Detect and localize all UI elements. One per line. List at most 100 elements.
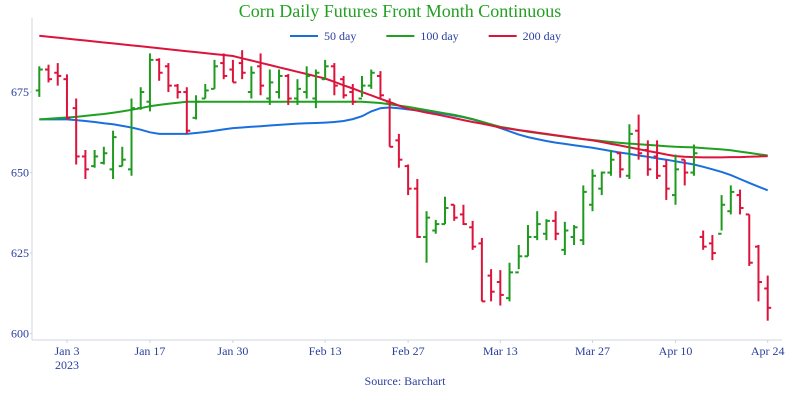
ohlc-bar: [340, 75, 348, 99]
legend-label: 100 day: [420, 29, 458, 43]
ohlc-bar: [91, 150, 99, 168]
ohlc-bar: [404, 164, 412, 196]
legend-item: 100 day: [386, 29, 459, 43]
ohlc-bar: [220, 53, 228, 80]
ohlc-bar: [35, 66, 43, 97]
ohlc-bar: [45, 64, 53, 83]
ohlc-bar: [330, 63, 338, 96]
x-tick-label: Mar 27: [575, 344, 610, 358]
y-tick-label: 650: [11, 166, 29, 180]
ohlc-bar: [367, 69, 375, 89]
x-tick-label: Apr 24: [751, 344, 785, 358]
ohlc-bar: [496, 270, 504, 306]
ohlc-bar: [718, 195, 726, 235]
ohlc-bar: [183, 87, 191, 134]
ohlc-bar: [210, 59, 218, 90]
ohlc-bar: [174, 84, 182, 99]
x-tick-label: Apr 10: [659, 344, 693, 358]
ohlc-bar: [275, 69, 283, 99]
ohlc-bar: [321, 59, 329, 81]
source-note: Source: Barchart: [365, 374, 447, 388]
ohlc-bar: [579, 185, 587, 246]
ohlc-bar: [469, 220, 477, 250]
ohlc-bar: [616, 151, 624, 178]
ohlc-bar: [247, 66, 255, 99]
ohlc-bar: [284, 74, 292, 105]
ohlc-bar: [376, 71, 384, 99]
ohlc-bar: [164, 63, 172, 93]
ohlc-bar: [598, 171, 606, 196]
ohlc-bar: [423, 211, 431, 263]
ohlc-bar: [681, 158, 689, 186]
ohlc-bar: [386, 98, 394, 148]
x-tick-label: Feb 27: [392, 344, 425, 358]
ohlc-bar: [109, 130, 117, 179]
ohlc-bar: [118, 146, 126, 168]
ohlc-bar: [155, 58, 163, 81]
ohlc-bar: [533, 211, 541, 241]
ohlc-bar: [137, 87, 145, 110]
ohlc-bar: [515, 245, 523, 274]
ma-line: [39, 106, 769, 192]
ohlc-bar: [128, 98, 136, 176]
ohlc-bar: [201, 84, 209, 100]
legend-label: 200 day: [523, 29, 561, 43]
ohlc-bar: [736, 189, 744, 215]
ohlc-bar: [413, 179, 421, 238]
y-tick-label: 625: [11, 246, 29, 260]
ohlc-bar: [72, 98, 80, 165]
ohlc-bar: [54, 63, 62, 86]
x-tick-label: Mar 13: [483, 344, 518, 358]
chart-title: Corn Daily Futures Front Month Continuou…: [239, 1, 562, 21]
ohlc-bar: [671, 154, 679, 205]
x-tick-label: Jan 3 2023: [54, 344, 79, 372]
ohlc-bar: [589, 169, 597, 212]
ohlc-bar: [229, 59, 237, 84]
ohlc-bar: [690, 144, 698, 176]
ohlc-bar: [635, 114, 643, 160]
ohlc-bar: [266, 69, 274, 105]
ohlc-bar: [506, 262, 514, 302]
ohlc-bar: [708, 235, 716, 261]
ohlc-bar: [395, 133, 403, 168]
ohlc-bar: [478, 237, 486, 303]
ohlc-bar: [238, 50, 246, 80]
ohlc-bar: [450, 203, 458, 221]
y-tick-label: 675: [11, 85, 29, 99]
ohlc-bar: [653, 140, 661, 179]
y-tick-label: 600: [11, 327, 29, 341]
ohlc-bar: [358, 75, 366, 100]
ohlc-bar: [561, 221, 569, 255]
legend-item: 50 day: [290, 29, 356, 43]
ohlc-bar: [699, 230, 707, 250]
ohlc-bar: [607, 150, 615, 176]
ohlc-bar: [662, 159, 670, 200]
ohlc-bar: [63, 74, 71, 120]
ohlc-bar: [257, 53, 265, 96]
ohlc-bar: [293, 79, 301, 105]
legend-item: 200 day: [488, 29, 561, 43]
ohlc-bar: [441, 196, 449, 226]
ohlc-bar: [487, 269, 495, 302]
ohlc-bar: [625, 124, 633, 179]
ohlc-bar: [100, 146, 108, 165]
ohlc-bar: [192, 95, 200, 120]
x-tick-label: Feb 13: [309, 344, 342, 358]
ohlc-bar: [146, 53, 154, 112]
ohlc-bar: [524, 225, 532, 258]
x-tick-label: Jan 17: [134, 344, 165, 358]
ohlc-bar: [764, 275, 772, 321]
ohlc-bar: [542, 219, 550, 241]
ohlc-bar: [745, 213, 753, 266]
ma-line: [39, 34, 768, 159]
ohlc-bar: [312, 69, 320, 109]
ohlc-bar: [81, 150, 89, 179]
ohlc-bar: [349, 84, 357, 105]
ohlc-bar: [303, 66, 311, 99]
legend-label: 50 day: [324, 29, 356, 43]
ohlc-bar: [552, 211, 560, 241]
ohlc-bar: [459, 204, 467, 226]
ohlc-bar: [644, 140, 652, 176]
ohlc-bar: [727, 185, 735, 215]
